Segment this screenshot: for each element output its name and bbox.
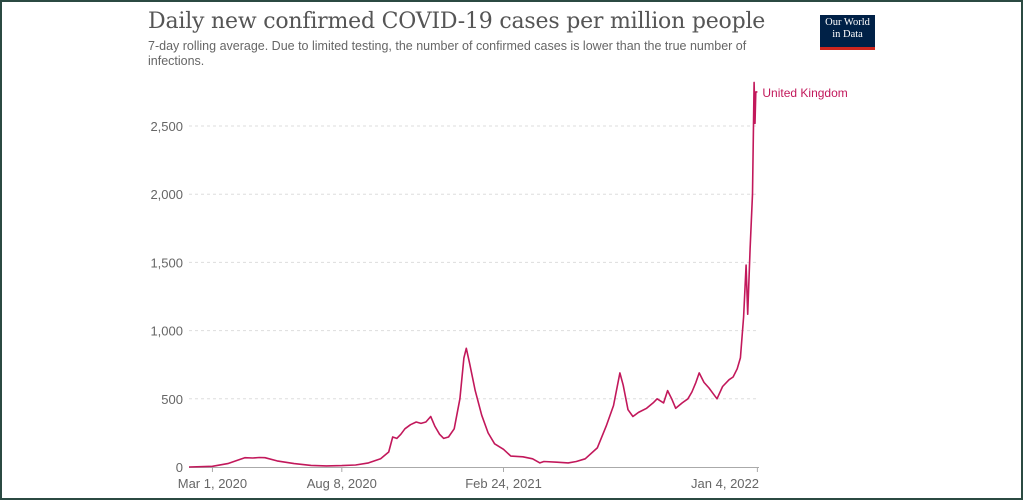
- y-tick-label: 1,000: [150, 324, 183, 339]
- x-tick-label: Jan 4, 2022: [691, 476, 759, 491]
- logo-line-2: in Data: [832, 29, 863, 40]
- y-tick-label: 2,000: [150, 187, 183, 202]
- y-tick-label: 1,500: [150, 255, 183, 270]
- axes: 0 500 1,000 1,500 2,000 2,500 Mar 1, 2020 Aug 8…: [150, 119, 759, 491]
- y-tick-label: 500: [161, 392, 183, 407]
- chart-subtitle: 7-day rolling average. Due to limited te…: [148, 39, 747, 68]
- x-tick-label: Feb 24, 2021: [465, 476, 542, 491]
- x-tick-label: Mar 1, 2020: [178, 476, 247, 491]
- y-tick-label: 2,500: [150, 119, 183, 134]
- logo-line-1: Our World: [825, 17, 870, 28]
- series-layer: United Kingdom: [188, 81, 848, 468]
- grid-lines: [189, 125, 759, 400]
- x-tick-label: Aug 8, 2020: [307, 476, 377, 491]
- owid-logo[interactable]: Our World in Data: [820, 15, 875, 50]
- series-line: [188, 81, 758, 468]
- series-label: United Kingdom: [762, 86, 847, 100]
- chart-title: Daily new confirmed COVID-19 cases per m…: [148, 9, 766, 34]
- y-tick-label: 0: [176, 460, 183, 475]
